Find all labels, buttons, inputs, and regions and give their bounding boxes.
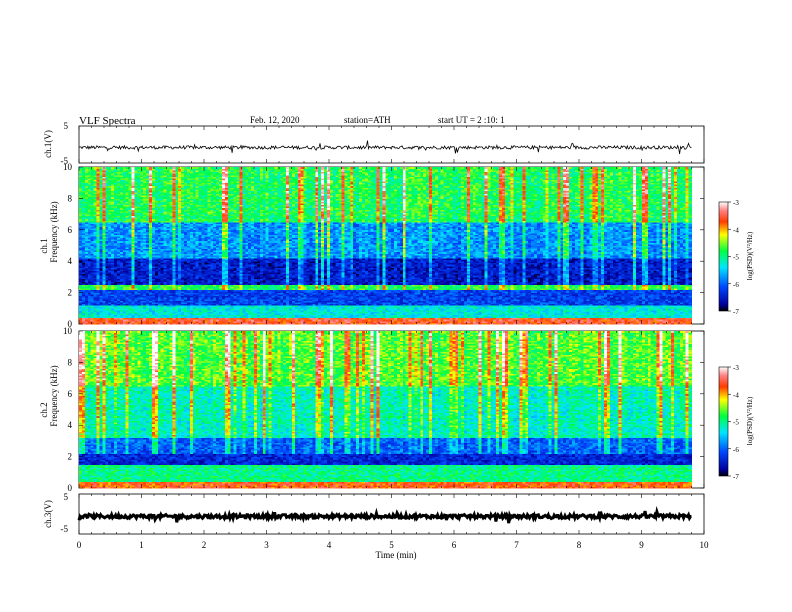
ch2-spectrogram-colorbar-tick: -5	[733, 419, 739, 427]
ch2-spectrogram-ytick-label: 2	[68, 452, 73, 462]
ch3-waveform-ylabel: ch.3(V)	[43, 500, 53, 528]
ch1-colorbar-label: log(PSD)(V²/Hz)	[746, 231, 754, 280]
ch2-spectrogram-ytick-label: 10	[63, 326, 73, 336]
ch2-spectrogram-colorbar-tick: -6	[733, 446, 739, 454]
ch2-colorbar-label: log(PSD)(V²/Hz)	[746, 396, 754, 445]
station-label: station=ATH	[344, 115, 391, 125]
ch1-spectrogram-ytick-label: 4	[68, 256, 73, 266]
ch2-spectrogram-ytick-label: 4	[68, 420, 73, 430]
ch3-waveform-ytick-label: 5	[64, 492, 69, 502]
x-tick-label: 2	[202, 540, 207, 550]
ch2-spectrogram-ylabel-channel: ch.2	[39, 402, 49, 417]
ch1-colorbar-gradient	[719, 202, 728, 311]
ch1-spectrogram-colorbar-tick: -3	[733, 199, 739, 207]
ch1-colorbar: log(PSD)(V²/Hz) -3 -4 -5 -6 -7	[719, 199, 754, 316]
ch1-spectrogram-ytick-label: 6	[68, 225, 73, 235]
ch1-spectrogram-colorbar-tick: -6	[733, 281, 739, 289]
ch1-waveform-ytick-label: 5	[64, 121, 69, 131]
ch1-spectrogram-ylabel-channel: ch.1	[39, 238, 49, 253]
ch2-spectrogram-colorbar-tick: -4	[733, 391, 739, 399]
x-axis-label: Time (min)	[376, 550, 417, 560]
x-tick-label: 0	[77, 540, 82, 550]
x-tick-label: 1	[139, 540, 144, 550]
ch1-spectrogram-ytick-label: 8	[68, 193, 73, 203]
ch3-waveform-trace	[79, 511, 692, 523]
ch2-spectrogram-ylabel: Frequency (kHz)	[49, 365, 59, 426]
ch1-waveform-trace	[79, 141, 692, 154]
ch2-spectrogram-ytick-label: 8	[68, 357, 73, 367]
x-tick-label: 9	[639, 540, 644, 550]
ch1-spectrogram-ytick-label: 2	[68, 288, 73, 298]
ch2-spectrogram-colorbar-tick: -3	[733, 364, 739, 372]
x-tick-label: 7	[514, 540, 519, 550]
x-tick-label: 6	[452, 540, 457, 550]
x-tick-label: 4	[327, 540, 332, 550]
ch2-spectrogram-ytick-label: 0	[68, 483, 73, 493]
vlf-figure: VLF Spectra Feb. 12, 2020 station=ATH st…	[0, 0, 792, 612]
ch3-waveform-ytick-label: -5	[61, 524, 69, 534]
ch1-spectrogram-colorbar-tick: -5	[733, 254, 739, 262]
ch1-spectrogram-colorbar-tick: -7	[733, 308, 739, 316]
ch2-colorbar-gradient	[719, 367, 728, 476]
x-tick-label: 3	[264, 540, 269, 550]
ch2-spectrogram-plot	[79, 331, 692, 488]
start-time-label: start UT = 2 :10: 1	[438, 115, 505, 125]
date-label: Feb. 12, 2020	[250, 115, 300, 125]
x-tick-label: 10	[700, 540, 710, 550]
ch1-spectrogram-plot	[79, 167, 692, 324]
figure-title: VLF Spectra	[79, 115, 136, 127]
ch1-spectrogram-ylabel: Frequency (kHz)	[49, 201, 59, 262]
ch1-waveform-frame	[79, 126, 704, 163]
ch2-colorbar: log(PSD)(V²/Hz) -3 -4 -5 -6 -7	[719, 364, 754, 481]
x-tick-label: 5	[389, 540, 394, 550]
x-tick-label: 8	[577, 540, 582, 550]
ch1-waveform-ylabel: ch.1(V)	[43, 130, 53, 158]
ch3-waveform-plot	[79, 511, 692, 523]
ch2-spectrogram-ytick-label: 6	[68, 389, 73, 399]
ch1-waveform-ytick-label: -5	[61, 156, 69, 166]
ch1-waveform-plot	[79, 141, 692, 154]
ch2-spectrogram-colorbar-tick: -7	[733, 473, 739, 481]
ch1-spectrogram-colorbar-tick: -4	[733, 226, 739, 234]
